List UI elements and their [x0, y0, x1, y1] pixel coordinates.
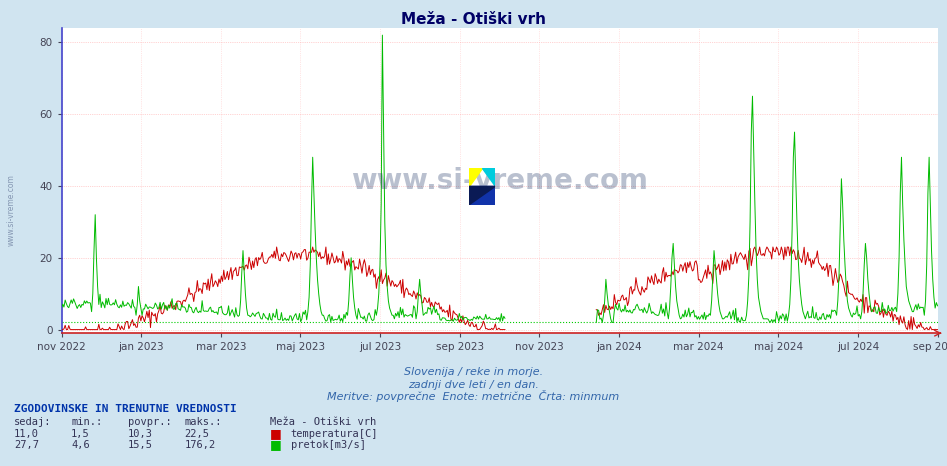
- Text: ■: ■: [270, 427, 281, 440]
- Polygon shape: [482, 168, 495, 186]
- Text: temperatura[C]: temperatura[C]: [291, 429, 378, 439]
- Text: ■: ■: [270, 439, 281, 451]
- Text: www.si-vreme.com: www.si-vreme.com: [351, 166, 648, 195]
- Text: ZGODOVINSKE IN TRENUTNE VREDNOSTI: ZGODOVINSKE IN TRENUTNE VREDNOSTI: [14, 404, 237, 414]
- Text: Slovenija / reke in morje.: Slovenija / reke in morje.: [404, 367, 543, 377]
- Polygon shape: [469, 186, 495, 205]
- Text: sedaj:: sedaj:: [14, 417, 52, 427]
- Text: www.si-vreme.com: www.si-vreme.com: [7, 174, 16, 246]
- Text: 1,5: 1,5: [71, 429, 90, 439]
- Text: 11,0: 11,0: [14, 429, 39, 439]
- Text: 27,7: 27,7: [14, 440, 39, 450]
- Text: Meža - Otiški vrh: Meža - Otiški vrh: [401, 12, 546, 27]
- Text: maks.:: maks.:: [185, 417, 223, 427]
- Text: min.:: min.:: [71, 417, 102, 427]
- Polygon shape: [469, 168, 482, 186]
- Text: Meritve: povprečne  Enote: metrične  Črta: minmum: Meritve: povprečne Enote: metrične Črta:…: [328, 390, 619, 402]
- Text: povpr.:: povpr.:: [128, 417, 171, 427]
- Text: 4,6: 4,6: [71, 440, 90, 450]
- Text: zadnji dve leti / en dan.: zadnji dve leti / en dan.: [408, 380, 539, 390]
- Polygon shape: [469, 186, 495, 205]
- Text: 176,2: 176,2: [185, 440, 216, 450]
- Text: Meža - Otiški vrh: Meža - Otiški vrh: [270, 417, 376, 427]
- Text: 22,5: 22,5: [185, 429, 209, 439]
- Text: pretok[m3/s]: pretok[m3/s]: [291, 440, 366, 450]
- Text: 15,5: 15,5: [128, 440, 152, 450]
- Text: 10,3: 10,3: [128, 429, 152, 439]
